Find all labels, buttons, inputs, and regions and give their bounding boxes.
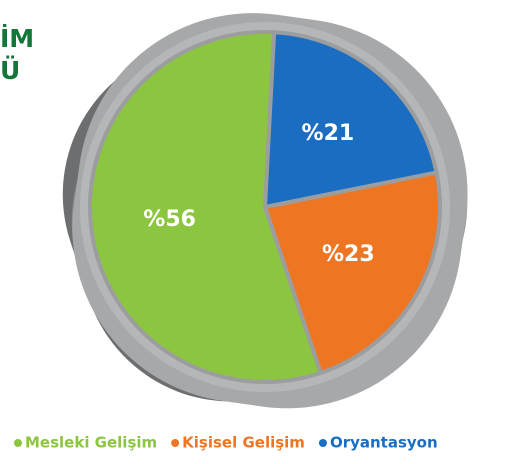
legend-label: Mesleki Gelişim xyxy=(25,434,157,452)
pie-slice xyxy=(263,30,439,209)
legend-label: Kişisel Gelişim xyxy=(182,434,305,452)
legend-label: Oryantasyon xyxy=(330,434,438,452)
value-label: %23 xyxy=(322,242,375,267)
legend-marker xyxy=(14,439,22,447)
value-label: %56 xyxy=(143,207,196,232)
value-label: %21 xyxy=(302,121,355,146)
chart-title: Ü xyxy=(0,55,20,85)
legend-marker xyxy=(318,439,327,447)
legend-marker xyxy=(171,439,180,447)
pie-slice xyxy=(263,170,442,375)
pie-slice xyxy=(88,30,323,384)
chart-title: İM xyxy=(0,23,34,53)
